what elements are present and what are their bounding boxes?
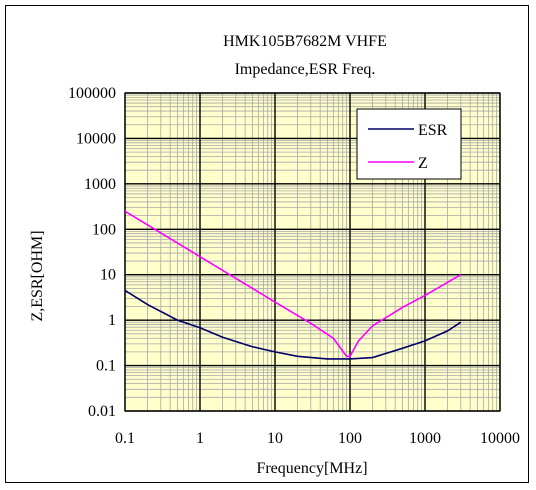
x-axis-label: Frequency[MHz] [256, 460, 367, 477]
y-tick-label: 100 [92, 221, 116, 238]
x-tick-label: 0.1 [115, 430, 135, 447]
legend-box [356, 108, 462, 180]
chart-subtitle: Impedance,ESR Freq. [235, 61, 376, 78]
legend-z-label: Z [418, 155, 428, 172]
y-tick-label: 10000 [76, 130, 116, 147]
y-tick-label: 1 [108, 312, 116, 329]
x-tick-label: 1000 [409, 430, 441, 447]
minor-grid [125, 93, 500, 411]
chart-title: HMK105B7682M VHFE [223, 33, 387, 50]
y-axis-label: Z,ESR[OHM] [29, 230, 46, 321]
x-tick-label: 10000 [480, 430, 520, 447]
y-tick-label: 1000 [84, 176, 116, 193]
y-tick-label: 0.1 [96, 358, 116, 375]
plot-border [124, 92, 501, 412]
y-tick-label: 10 [100, 267, 116, 284]
z-series-line [124, 210, 462, 358]
x-tick-label: 100 [338, 430, 362, 447]
esr-series-line [124, 289, 462, 360]
x-tick-label: 1 [196, 430, 204, 447]
x-tick-labels: 0.1 1 10 100 1000 10000 [115, 430, 520, 447]
y-tick-label: 100000 [68, 85, 116, 102]
legend: ESR Z [356, 108, 462, 180]
legend-esr-label: ESR [418, 122, 448, 139]
x-tick-label: 10 [267, 430, 283, 447]
y-tick-label: 0.01 [88, 403, 116, 420]
y-tick-labels: 100000 10000 1000 100 10 1 0.1 0.01 [68, 85, 116, 420]
